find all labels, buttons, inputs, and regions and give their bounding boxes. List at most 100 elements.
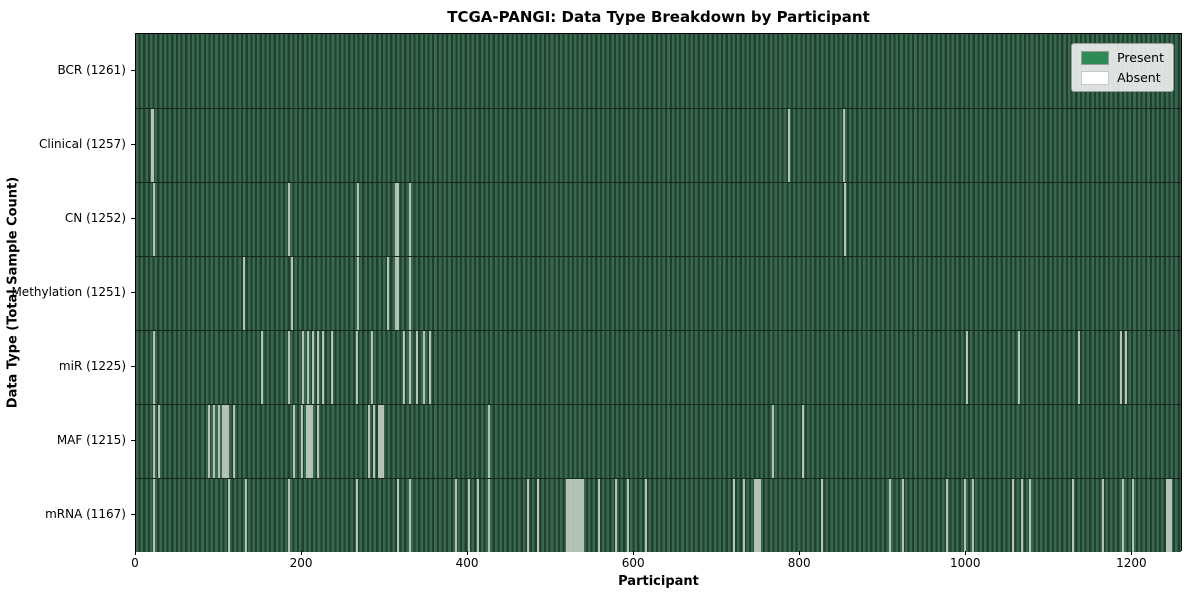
legend-absent-label: Absent [1117, 70, 1161, 85]
absent-mark [355, 331, 358, 404]
absent-mark [488, 405, 491, 478]
absent-mark [306, 331, 309, 404]
absent-mark [387, 257, 390, 330]
absent-mark [150, 109, 155, 182]
absent-mark [614, 479, 617, 552]
absent-mark [901, 479, 904, 552]
absent-mark [395, 257, 399, 330]
legend: Present Absent [1071, 43, 1174, 92]
absent-mark [1119, 331, 1122, 404]
absent-mark [288, 331, 291, 404]
legend-item-present: Present [1081, 50, 1164, 65]
x-tick-mark [1131, 551, 1133, 555]
y-tick-mark [131, 218, 135, 219]
y-tick-label-CN: CN (1252) [64, 211, 126, 225]
x-tick-label-200: 200 [289, 556, 313, 570]
absent-mark [397, 479, 400, 552]
absent-mark [242, 257, 245, 330]
x-axis-label: Participant [618, 574, 699, 589]
absent-mark [377, 405, 384, 478]
absent-mark [1166, 479, 1172, 552]
absent-mark [626, 479, 629, 552]
x-tick-mark [135, 551, 136, 555]
absent-mark [305, 405, 313, 478]
x-tick-label-800: 800 [787, 556, 811, 570]
absent-mark [477, 479, 480, 552]
absent-mark [245, 479, 248, 552]
absent-mark [1017, 331, 1020, 404]
x-tick-mark [301, 551, 303, 555]
y-tick-mark [131, 70, 135, 71]
absent-mark [152, 331, 155, 404]
absent-mark [488, 479, 491, 552]
y-tick-mark [131, 144, 135, 145]
y-tick-label-miR: miR (1225) [58, 359, 126, 373]
absent-mark [368, 405, 371, 478]
absent-mark [946, 479, 949, 552]
absent-mark [157, 405, 160, 478]
absent-mark [772, 405, 775, 478]
absent-mark [889, 479, 892, 552]
absent-mark [402, 331, 405, 404]
absent-mark [288, 183, 291, 256]
absent-mark [409, 331, 412, 404]
x-tick-mark [799, 551, 801, 555]
absent-mark [152, 183, 155, 256]
absent-mark [821, 479, 824, 552]
x-tick-mark [965, 551, 967, 555]
absent-mark [966, 331, 969, 404]
absent-mark [455, 479, 458, 552]
y-tick-label-BCR: BCR (1261) [57, 63, 126, 77]
absent-mark [227, 479, 230, 552]
absent-mark [261, 331, 264, 404]
datatype-row-mRNA [136, 478, 1181, 552]
datatype-row-Methylation [136, 256, 1181, 330]
datatype-row-Clinical [136, 108, 1181, 182]
legend-item-absent: Absent [1081, 70, 1164, 85]
absent-swatch-icon [1081, 70, 1110, 85]
absent-mark [416, 331, 419, 404]
y-tick-label-mRNA: mRNA (1167) [45, 507, 126, 521]
absent-mark [317, 331, 320, 404]
absent-mark [213, 405, 216, 478]
chart-title: TCGA-PANGI: Data Type Breakdown by Parti… [447, 8, 870, 26]
absent-mark [754, 479, 761, 552]
absent-mark [395, 183, 399, 256]
absent-mark [842, 109, 845, 182]
datatype-row-MAF [136, 404, 1181, 478]
legend-present-label: Present [1117, 50, 1164, 65]
absent-mark [152, 405, 155, 478]
absent-mark [644, 479, 647, 552]
absent-mark [322, 331, 325, 404]
absent-mark [408, 183, 411, 256]
absent-mark [1071, 479, 1074, 552]
absent-mark [152, 479, 155, 552]
absent-mark [802, 405, 805, 478]
absent-mark [428, 331, 431, 404]
y-tick-label-Methylation: Methylation (1251) [11, 285, 126, 299]
absent-mark [330, 331, 333, 404]
absent-mark [1122, 479, 1125, 552]
absent-mark [373, 405, 375, 478]
x-tick-mark [633, 551, 635, 555]
y-tick-mark [131, 292, 135, 293]
datatype-row-CN [136, 182, 1181, 256]
x-tick-label-600: 600 [621, 556, 645, 570]
x-tick-label-1000: 1000 [950, 556, 981, 570]
absent-mark [218, 405, 221, 478]
absent-mark [1124, 331, 1127, 404]
absent-mark [843, 183, 846, 256]
absent-mark [972, 479, 975, 552]
absent-mark [357, 257, 360, 330]
absent-mark [300, 405, 303, 478]
absent-mark [355, 479, 358, 552]
present-swatch-icon [1081, 50, 1110, 65]
absent-mark [1029, 479, 1032, 552]
absent-mark [1102, 479, 1105, 552]
absent-mark [1078, 331, 1081, 404]
x-tick-label-400: 400 [455, 556, 479, 570]
x-tick-mark [467, 551, 469, 555]
absent-mark [788, 109, 791, 182]
absent-mark [537, 479, 540, 552]
